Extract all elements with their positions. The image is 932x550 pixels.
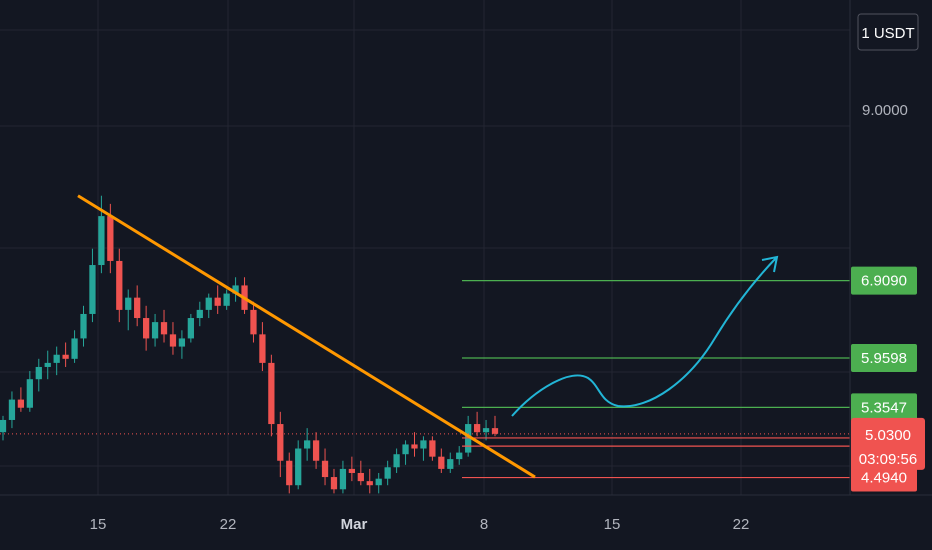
candle-body: [259, 334, 266, 363]
candle-body: [482, 428, 490, 433]
price-level-labels: 6.90905.95985.35474.87974.49405.030003:0…: [851, 266, 925, 492]
candle-body: [223, 293, 230, 306]
time-tick-label: 22: [733, 516, 750, 533]
time-tick-label: 22: [220, 516, 237, 533]
level-label-5[interactable]: 4.4940: [851, 463, 917, 492]
price-levels: [462, 280, 850, 479]
candle-body: [295, 448, 302, 486]
candle-body: [116, 260, 123, 310]
candle-body: [286, 460, 293, 486]
price-tick-label: 9.0000: [862, 102, 908, 119]
candle-body: [169, 334, 177, 347]
projection-arrow[interactable]: [511, 257, 777, 417]
candle-body: [402, 444, 409, 455]
candle-body: [375, 478, 382, 486]
candle-body: [438, 456, 445, 469]
current-price-label[interactable]: 5.0300 03:09:56: [851, 417, 925, 470]
candle-body: [268, 362, 275, 425]
candle-body: [366, 481, 373, 486]
current-price-countdown: 03:09:56: [859, 451, 917, 468]
level-label-text: 5.9598: [861, 350, 907, 367]
candle-body: [98, 216, 105, 266]
candle-body: [304, 440, 311, 449]
candle-body: [312, 440, 320, 461]
candle-body: [491, 428, 499, 434]
candle-body: [339, 468, 347, 490]
current-price-value: 5.0300: [865, 427, 911, 444]
time-tick-label: 15: [604, 516, 621, 533]
candle-body: [160, 322, 168, 335]
candle-body: [134, 297, 141, 319]
candle-body: [35, 366, 42, 380]
level-label-text: 4.4940: [861, 470, 907, 487]
candle-body: [125, 297, 132, 310]
time-axis-ticks: 15 22 Mar 8 15 22: [90, 516, 750, 533]
candle-body: [420, 440, 427, 449]
candle-body: [107, 216, 114, 261]
level-label-0[interactable]: 6.9090: [851, 266, 917, 295]
price-axis-ticks: 9.0000: [862, 102, 908, 119]
candle-body: [44, 362, 51, 367]
candle-body: [447, 459, 454, 469]
candle-body: [26, 379, 33, 408]
level-label-2[interactable]: 5.3547: [851, 393, 917, 422]
candle-body: [71, 338, 78, 359]
time-axis[interactable]: [0, 495, 850, 550]
candle-body: [80, 313, 87, 339]
candle-body: [53, 354, 60, 363]
candle-body: [8, 399, 16, 420]
level-label-1[interactable]: 5.9598: [851, 344, 917, 373]
candle-body: [205, 297, 212, 310]
candle-body: [142, 318, 150, 339]
candle-body: [89, 265, 96, 314]
currency-box[interactable]: [857, 13, 919, 51]
candle-body: [348, 468, 356, 473]
candlestick-series: [0, 195, 499, 494]
candle-body: [232, 285, 239, 294]
level-label-text: 5.3547: [861, 399, 907, 416]
candle-body: [330, 477, 338, 490]
time-tick-label: 15: [90, 516, 107, 533]
candle-body: [357, 472, 364, 482]
candle-body: [456, 452, 463, 460]
candle-body: [0, 419, 7, 433]
candle-body: [62, 354, 69, 359]
level-label-text: 6.9090: [861, 273, 907, 290]
currency-label: 1 USDT: [861, 25, 914, 42]
candle-body: [321, 460, 329, 478]
candle-body: [178, 338, 186, 347]
candle-body: [250, 309, 257, 335]
candle-body: [429, 440, 436, 457]
grid-lines: [0, 0, 850, 495]
candle-body: [384, 467, 391, 479]
candle-body: [196, 309, 203, 319]
projection-arrowhead: [761, 255, 779, 273]
candle-body: [151, 322, 159, 339]
candle-body: [214, 297, 221, 306]
candle-body: [411, 444, 418, 449]
candle-body: [473, 424, 481, 433]
time-tick-label: 8: [480, 516, 488, 533]
candle-body: [17, 399, 25, 408]
candle-body: [187, 318, 194, 339]
time-tick-label: Mar: [341, 516, 368, 533]
candle-body: [277, 424, 284, 461]
descending-trendline[interactable]: [77, 194, 536, 479]
candle-body: [393, 454, 400, 468]
